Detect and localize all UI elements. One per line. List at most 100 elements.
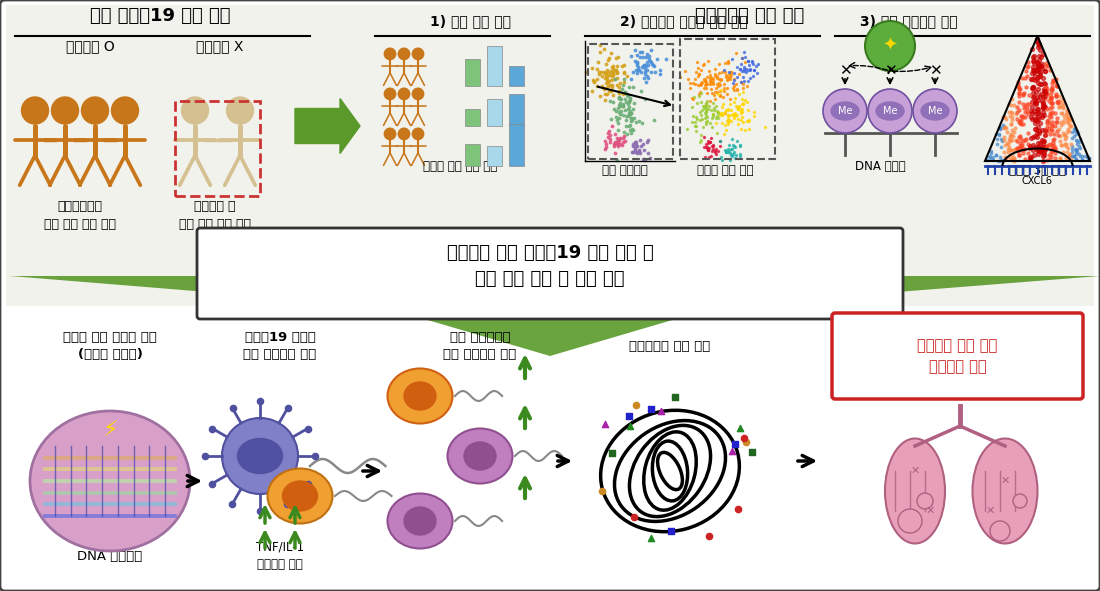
Circle shape xyxy=(917,493,933,509)
Point xyxy=(745,71,762,80)
Point xyxy=(689,114,706,124)
Point xyxy=(702,74,719,84)
Point xyxy=(1052,140,1069,150)
Point xyxy=(733,115,750,125)
Point xyxy=(604,80,622,89)
Point xyxy=(223,404,241,413)
Point xyxy=(739,105,757,115)
Point xyxy=(1011,105,1028,115)
Point xyxy=(640,54,658,64)
Point xyxy=(1003,108,1021,118)
Point xyxy=(625,113,642,123)
Point xyxy=(639,148,657,158)
Point xyxy=(1019,148,1036,157)
Point xyxy=(1028,139,1046,148)
Point xyxy=(1048,117,1066,126)
Point xyxy=(725,74,742,84)
Point xyxy=(617,97,635,106)
Point xyxy=(1052,101,1069,111)
Point xyxy=(1057,142,1075,151)
Point xyxy=(991,124,1009,133)
Point xyxy=(1046,144,1064,153)
Point xyxy=(639,73,657,83)
Point xyxy=(614,133,631,142)
Point xyxy=(591,48,608,57)
Point xyxy=(715,79,733,89)
Text: 중증 코로나19 환자 그룹: 중증 코로나19 환자 그룹 xyxy=(90,7,230,25)
Point xyxy=(725,109,742,119)
Point xyxy=(1008,82,1025,91)
Point xyxy=(698,144,716,153)
Point xyxy=(1027,34,1045,44)
Point xyxy=(1025,150,1043,159)
Text: 유전자 변이 단핵구 발생
(클론성 조혈증): 유전자 변이 단핵구 발생 (클론성 조혈증) xyxy=(63,331,157,361)
Point xyxy=(728,150,746,160)
Point xyxy=(645,61,662,71)
Point xyxy=(620,109,638,119)
Point xyxy=(697,100,715,109)
Point xyxy=(736,52,754,61)
Point xyxy=(690,89,707,99)
Point xyxy=(634,154,651,163)
Point xyxy=(1043,143,1060,152)
Point xyxy=(994,112,1012,122)
Point xyxy=(1037,104,1055,113)
Point xyxy=(608,74,626,83)
Point xyxy=(729,504,747,514)
Point xyxy=(1043,85,1060,94)
Point xyxy=(600,55,617,64)
Point xyxy=(697,98,715,108)
Point xyxy=(598,89,616,98)
Point xyxy=(1023,97,1041,106)
Point xyxy=(1043,108,1060,117)
Point xyxy=(1063,144,1080,154)
Point xyxy=(605,68,623,77)
Point xyxy=(621,109,639,119)
Point xyxy=(707,145,725,154)
Point xyxy=(612,134,629,143)
Point xyxy=(624,141,641,150)
Point xyxy=(983,152,1001,161)
Point xyxy=(1030,149,1047,158)
Point xyxy=(707,118,725,128)
Point xyxy=(636,69,653,79)
Point xyxy=(1025,140,1043,150)
Point xyxy=(1047,92,1065,101)
Point xyxy=(726,142,744,151)
Point xyxy=(1028,38,1046,48)
Point xyxy=(597,59,615,69)
Point xyxy=(601,54,618,63)
Point xyxy=(678,124,695,134)
Point xyxy=(1068,144,1086,153)
Point xyxy=(1071,144,1089,153)
Point xyxy=(727,49,745,59)
Point xyxy=(1047,117,1065,126)
Point xyxy=(724,109,741,119)
Point xyxy=(1053,117,1070,126)
Point xyxy=(702,76,719,86)
Point xyxy=(1033,61,1050,71)
Point xyxy=(1027,109,1045,118)
Point xyxy=(729,105,747,114)
Point xyxy=(719,106,737,115)
Point xyxy=(619,82,637,91)
Ellipse shape xyxy=(448,428,513,483)
Point xyxy=(642,533,660,543)
Point xyxy=(609,141,627,151)
Point xyxy=(727,101,745,111)
Point xyxy=(704,141,722,151)
Point xyxy=(1060,152,1078,162)
Point xyxy=(591,92,608,101)
Point xyxy=(1036,67,1054,76)
Point xyxy=(608,61,626,71)
Point xyxy=(646,67,663,76)
Bar xyxy=(487,146,502,166)
Point xyxy=(723,144,740,154)
Point xyxy=(701,152,718,162)
Point xyxy=(714,92,732,102)
Point xyxy=(626,57,644,66)
Point xyxy=(652,406,670,415)
Point xyxy=(641,56,659,66)
Point xyxy=(725,81,742,90)
Point xyxy=(1032,79,1049,89)
